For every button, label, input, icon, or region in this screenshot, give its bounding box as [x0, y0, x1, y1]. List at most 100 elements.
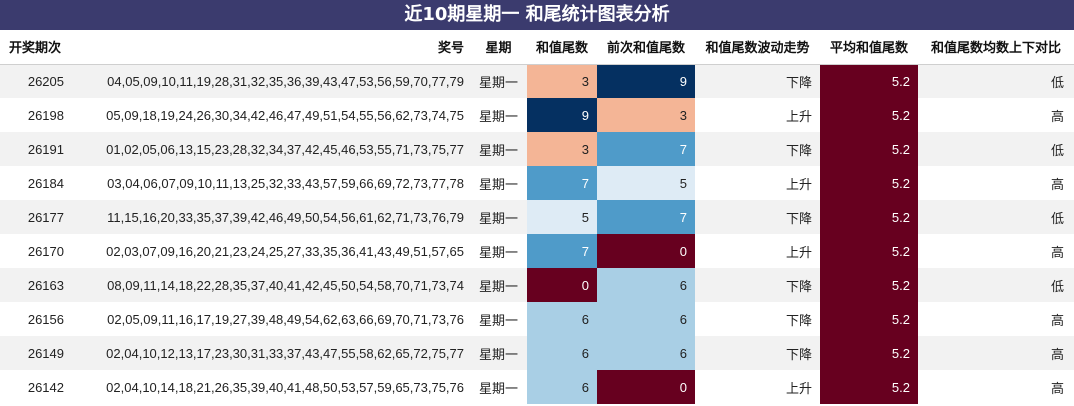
- tail-cell: 9: [527, 98, 597, 132]
- trend-cell: 上升: [695, 98, 820, 132]
- numbers-cell: 02,03,07,09,16,20,21,23,24,25,27,33,35,3…: [70, 234, 470, 268]
- header-week: 星期: [470, 30, 527, 65]
- avg-cell: 5.2: [820, 370, 918, 404]
- week-cell: 星期一: [470, 336, 527, 370]
- avg-cell: 5.2: [820, 302, 918, 336]
- tail-cell: 7: [527, 234, 597, 268]
- avg-cell: 5.2: [820, 268, 918, 302]
- table-body: 26205 04,05,09,10,11,19,28,31,32,35,36,39…: [0, 64, 1074, 404]
- prev-tail-cell: 9: [597, 64, 695, 98]
- header-issue: 开奖期次: [0, 30, 70, 65]
- numbers-cell: 03,04,06,07,09,10,11,13,25,32,33,43,57,5…: [70, 166, 470, 200]
- prev-tail-cell: 0: [597, 234, 695, 268]
- stats-table: 开奖期次 奖号 星期 和值尾数 前次和值尾数 和值尾数波动走势 平均和值尾数 和…: [0, 30, 1074, 404]
- week-cell: 星期一: [470, 200, 527, 234]
- header-prev-tail: 前次和值尾数: [597, 30, 695, 65]
- week-cell: 星期一: [470, 132, 527, 166]
- trend-cell: 下降: [695, 64, 820, 98]
- header-row: 开奖期次 奖号 星期 和值尾数 前次和值尾数 和值尾数波动走势 平均和值尾数 和…: [0, 30, 1074, 65]
- tail-cell: 3: [527, 132, 597, 166]
- numbers-cell: 02,04,10,12,13,17,23,30,31,33,37,43,47,5…: [70, 336, 470, 370]
- numbers-cell: 02,05,09,11,16,17,19,27,39,48,49,54,62,6…: [70, 302, 470, 336]
- trend-cell: 上升: [695, 234, 820, 268]
- tail-cell: 6: [527, 336, 597, 370]
- week-cell: 星期一: [470, 302, 527, 336]
- prev-tail-cell: 7: [597, 132, 695, 166]
- numbers-cell: 05,09,18,19,24,26,30,34,42,46,47,49,51,5…: [70, 98, 470, 132]
- numbers-cell: 08,09,11,14,18,22,28,35,37,40,41,42,45,5…: [70, 268, 470, 302]
- trend-cell: 下降: [695, 336, 820, 370]
- table-row: 26149 02,04,10,12,13,17,23,30,31,33,37,43…: [0, 336, 1074, 370]
- prev-tail-cell: 6: [597, 336, 695, 370]
- compare-cell: 低: [918, 132, 1074, 166]
- trend-cell: 下降: [695, 302, 820, 336]
- table-row: 26198 05,09,18,19,24,26,30,34,42,46,47,49…: [0, 98, 1074, 132]
- trend-cell: 下降: [695, 200, 820, 234]
- table-row: 26163 08,09,11,14,18,22,28,35,37,40,41,42…: [0, 268, 1074, 302]
- header-numbers: 奖号: [70, 30, 470, 65]
- compare-cell: 低: [918, 268, 1074, 302]
- week-cell: 星期一: [470, 166, 527, 200]
- numbers-cell: 11,15,16,20,33,35,37,39,42,46,49,50,54,5…: [70, 200, 470, 234]
- issue-cell: 26170: [0, 234, 70, 268]
- trend-cell: 下降: [695, 132, 820, 166]
- compare-cell: 低: [918, 200, 1074, 234]
- issue-cell: 26205: [0, 64, 70, 98]
- issue-cell: 26198: [0, 98, 70, 132]
- trend-cell: 下降: [695, 268, 820, 302]
- week-cell: 星期一: [470, 234, 527, 268]
- header-compare: 和值尾数均数上下对比: [918, 30, 1074, 65]
- trend-cell: 上升: [695, 370, 820, 404]
- table-row: 26177 11,15,16,20,33,35,37,39,42,46,49,50…: [0, 200, 1074, 234]
- numbers-cell: 04,05,09,10,11,19,28,31,32,35,36,39,43,4…: [70, 64, 470, 98]
- tail-cell: 6: [527, 302, 597, 336]
- tail-cell: 5: [527, 200, 597, 234]
- table-row: 26184 03,04,06,07,09,10,11,13,25,32,33,43…: [0, 166, 1074, 200]
- prev-tail-cell: 7: [597, 200, 695, 234]
- tail-cell: 0: [527, 268, 597, 302]
- table-row: 26142 02,04,10,14,18,21,26,35,39,40,41,48…: [0, 370, 1074, 404]
- compare-cell: 高: [918, 302, 1074, 336]
- chart-title: 近10期星期一 和尾统计图表分析: [0, 0, 1074, 30]
- prev-tail-cell: 0: [597, 370, 695, 404]
- compare-cell: 高: [918, 336, 1074, 370]
- compare-cell: 高: [918, 166, 1074, 200]
- week-cell: 星期一: [470, 268, 527, 302]
- header-trend: 和值尾数波动走势: [695, 30, 820, 65]
- issue-cell: 26142: [0, 370, 70, 404]
- numbers-cell: 01,02,05,06,13,15,23,28,32,34,37,42,45,4…: [70, 132, 470, 166]
- avg-cell: 5.2: [820, 98, 918, 132]
- numbers-cell: 02,04,10,14,18,21,26,35,39,40,41,48,50,5…: [70, 370, 470, 404]
- tail-cell: 3: [527, 64, 597, 98]
- avg-cell: 5.2: [820, 166, 918, 200]
- compare-cell: 低: [918, 64, 1074, 98]
- issue-cell: 26177: [0, 200, 70, 234]
- trend-cell: 上升: [695, 166, 820, 200]
- week-cell: 星期一: [470, 64, 527, 98]
- avg-cell: 5.2: [820, 336, 918, 370]
- prev-tail-cell: 5: [597, 166, 695, 200]
- compare-cell: 高: [918, 98, 1074, 132]
- prev-tail-cell: 6: [597, 302, 695, 336]
- table-row: 26205 04,05,09,10,11,19,28,31,32,35,36,39…: [0, 64, 1074, 98]
- issue-cell: 26156: [0, 302, 70, 336]
- issue-cell: 26191: [0, 132, 70, 166]
- issue-cell: 26149: [0, 336, 70, 370]
- table-row: 26191 01,02,05,06,13,15,23,28,32,34,37,42…: [0, 132, 1074, 166]
- issue-cell: 26184: [0, 166, 70, 200]
- week-cell: 星期一: [470, 98, 527, 132]
- header-tail: 和值尾数: [527, 30, 597, 65]
- avg-cell: 5.2: [820, 132, 918, 166]
- table-row: 26170 02,03,07,09,16,20,21,23,24,25,27,33…: [0, 234, 1074, 268]
- prev-tail-cell: 3: [597, 98, 695, 132]
- tail-cell: 7: [527, 166, 597, 200]
- tail-cell: 6: [527, 370, 597, 404]
- compare-cell: 高: [918, 234, 1074, 268]
- avg-cell: 5.2: [820, 64, 918, 98]
- table-row: 26156 02,05,09,11,16,17,19,27,39,48,49,54…: [0, 302, 1074, 336]
- issue-cell: 26163: [0, 268, 70, 302]
- week-cell: 星期一: [470, 370, 527, 404]
- avg-cell: 5.2: [820, 234, 918, 268]
- avg-cell: 5.2: [820, 200, 918, 234]
- compare-cell: 高: [918, 370, 1074, 404]
